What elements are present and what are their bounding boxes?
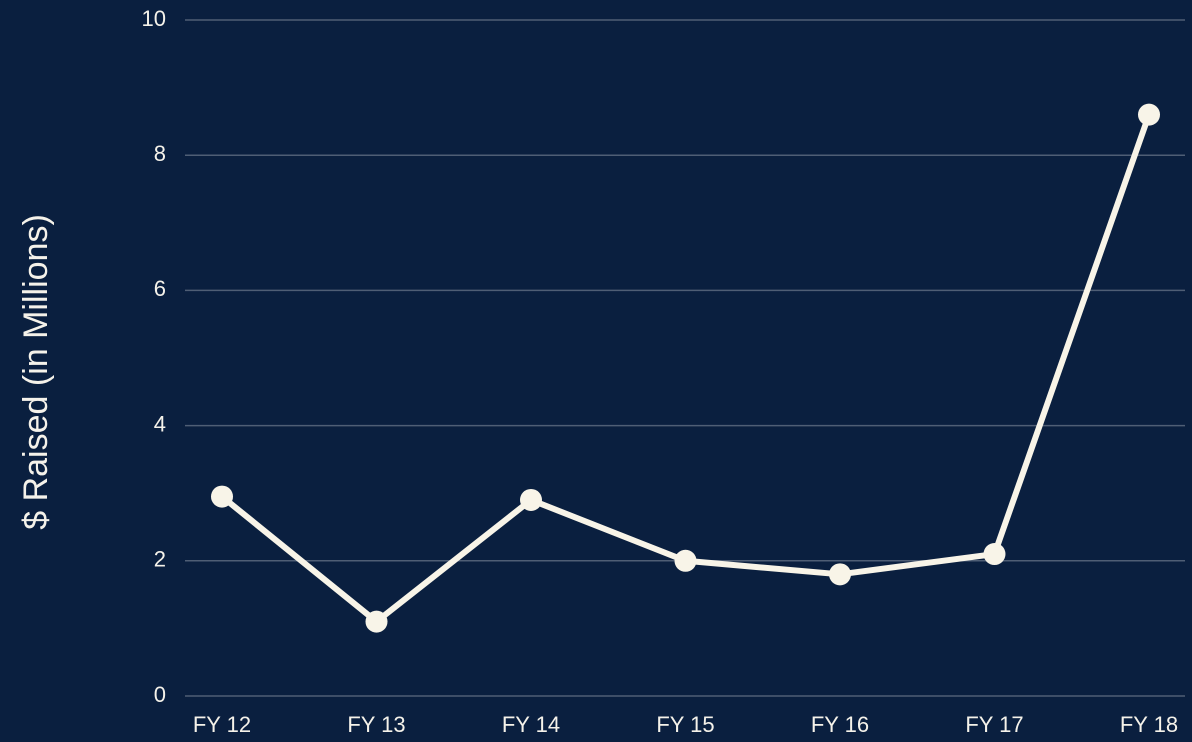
data-point [520, 488, 542, 511]
x-tick-label: FY 15 [656, 712, 714, 737]
x-tick-label: FY 13 [347, 712, 405, 737]
data-point [365, 610, 388, 633]
y-tick-label: 2 [154, 547, 166, 572]
x-tick-label: FY 17 [965, 712, 1023, 737]
data-point [983, 543, 1006, 566]
data-point [674, 549, 697, 572]
x-tick-label: FY 16 [811, 712, 869, 737]
y-tick-label: 4 [154, 411, 166, 436]
y-tick-label: 8 [154, 141, 166, 166]
y-tick-label: 10 [142, 6, 166, 31]
y-tick-label: 6 [154, 276, 166, 301]
x-tick-label: FY 12 [193, 712, 251, 737]
x-tick-label: FY 14 [502, 712, 560, 737]
data-point [829, 563, 851, 586]
data-point [211, 485, 233, 508]
data-point [1138, 103, 1160, 126]
y-tick-label: 0 [154, 682, 166, 707]
y-axis-label: $ Raised (in Millions) [17, 214, 55, 530]
x-tick-label: FY 18 [1120, 712, 1178, 737]
